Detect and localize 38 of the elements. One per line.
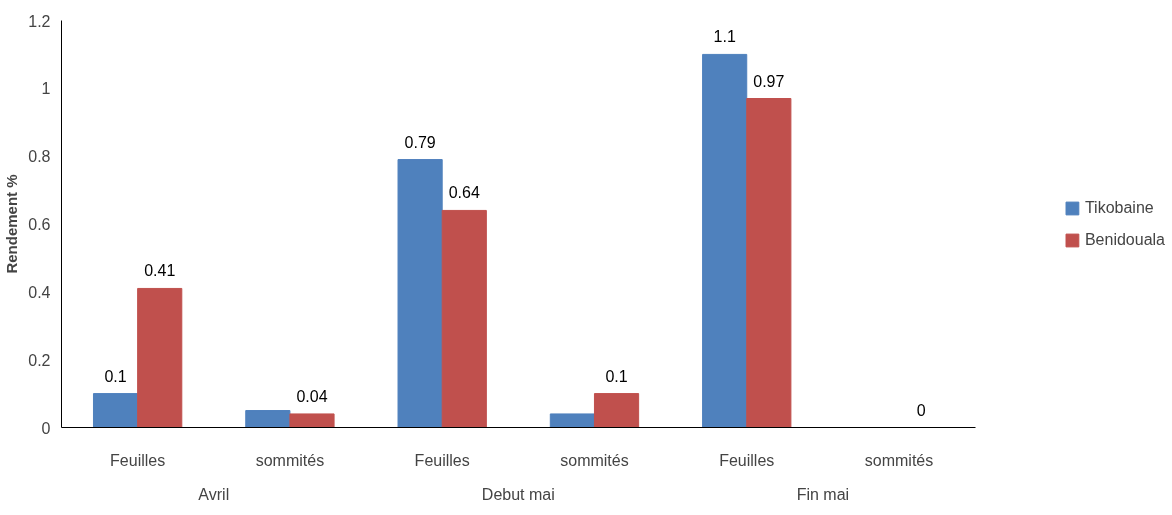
x-tick-label: Feuilles xyxy=(414,451,470,469)
bar xyxy=(746,98,792,428)
x-tick-label: Feuilles xyxy=(110,451,166,469)
data-label: 0.97 xyxy=(753,72,785,90)
y-tick-label: 1.2 xyxy=(28,12,51,30)
text: Avril xyxy=(198,485,230,503)
data-label: 0.64 xyxy=(448,184,480,202)
data-label: 0.04 xyxy=(296,387,328,405)
bar xyxy=(245,410,291,428)
data-label: 0 xyxy=(916,401,926,419)
legend-label: Tikobaine xyxy=(1084,198,1154,217)
bar xyxy=(289,413,335,428)
text: Fin mai xyxy=(796,485,850,503)
bar xyxy=(92,393,139,428)
x-tick-label: sommités xyxy=(255,451,325,469)
bar xyxy=(397,159,443,428)
y-tick-label: 0.2 xyxy=(28,351,51,369)
bar xyxy=(593,393,640,428)
data-label: 1.1 xyxy=(713,28,736,46)
data-label: 0.1 xyxy=(104,367,127,385)
bar xyxy=(441,209,487,428)
y-tick-label: 1 xyxy=(41,80,51,98)
text: Debut mai xyxy=(481,485,555,503)
bar xyxy=(137,287,183,428)
y-axis-title: Rendement % xyxy=(3,174,21,274)
y-tick-label: 0.8 xyxy=(28,148,51,166)
y-tick-label: 0 xyxy=(41,419,51,437)
x-tick-label: Feuilles xyxy=(719,451,775,469)
x-tick-label: sommités xyxy=(560,451,629,469)
y-tick-label: 0.6 xyxy=(28,216,51,233)
data-label: 0.1 xyxy=(605,367,628,385)
legend-label: Benidouala xyxy=(1084,230,1165,249)
bar xyxy=(702,53,748,428)
y-tick-label: 0.4 xyxy=(28,283,51,301)
x-tick-label: sommités xyxy=(864,451,934,469)
data-label: 0.79 xyxy=(404,133,436,151)
data-label: 0.41 xyxy=(144,262,176,280)
bar xyxy=(549,413,595,428)
